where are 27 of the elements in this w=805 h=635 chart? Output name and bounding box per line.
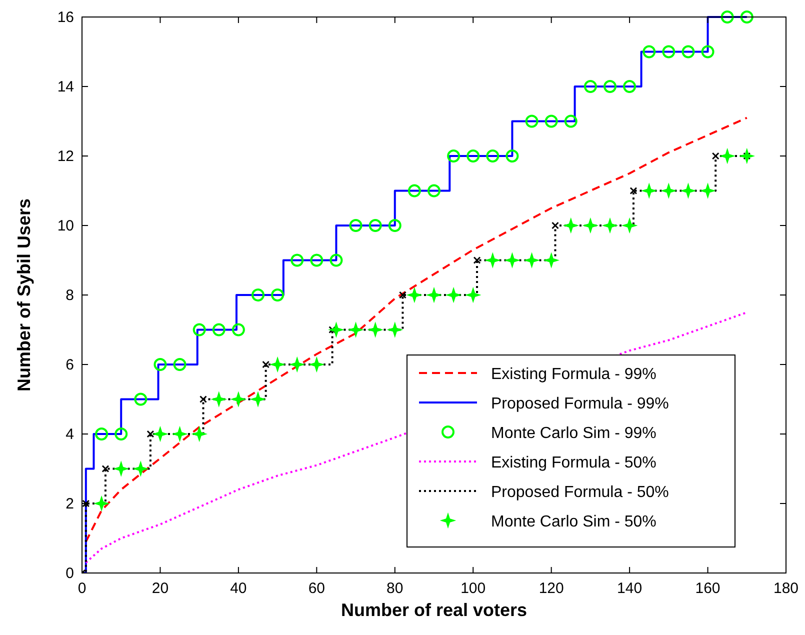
legend-label: Proposed Formula - 50%	[491, 484, 669, 501]
legend-label: Monte Carlo Sim - 99%	[491, 425, 656, 442]
legend-label: Proposed Formula - 99%	[491, 396, 669, 412]
x-tick-label: 60	[308, 580, 326, 597]
y-tick-label: 16	[57, 9, 74, 26]
y-tick-label: 4	[66, 426, 74, 443]
legend-label: Existing Formula - 99%	[491, 366, 656, 383]
y-tick-label: 6	[66, 356, 74, 374]
x-tick-label: 140	[617, 580, 642, 597]
x-tick-label: 40	[230, 580, 247, 597]
x-tick-label: 180	[773, 580, 799, 597]
x-tick-label: 160	[695, 580, 720, 597]
x-tick-label: 120	[538, 580, 564, 597]
y-tick-label: 14	[57, 78, 74, 96]
y-tick-label: 12	[57, 148, 74, 165]
y-tick-label: 10	[57, 218, 74, 234]
x-axis-title: Number of real voters	[340, 600, 528, 620]
x-tick-label: 0	[78, 580, 86, 597]
legend-label: Monte Carlo Sim - 50%	[491, 514, 656, 530]
legend-label: Existing Formula - 50%	[491, 454, 656, 472]
x-tick-label: 100	[460, 580, 486, 597]
y-tick-label: 0	[66, 565, 74, 582]
x-tick-label: 80	[386, 580, 404, 597]
y-axis-title: Number of Sybil Users	[14, 198, 34, 392]
y-tick-label: 8	[66, 287, 74, 304]
x-tick-label: 20	[152, 580, 169, 597]
y-tick-label: 2	[66, 496, 74, 512]
